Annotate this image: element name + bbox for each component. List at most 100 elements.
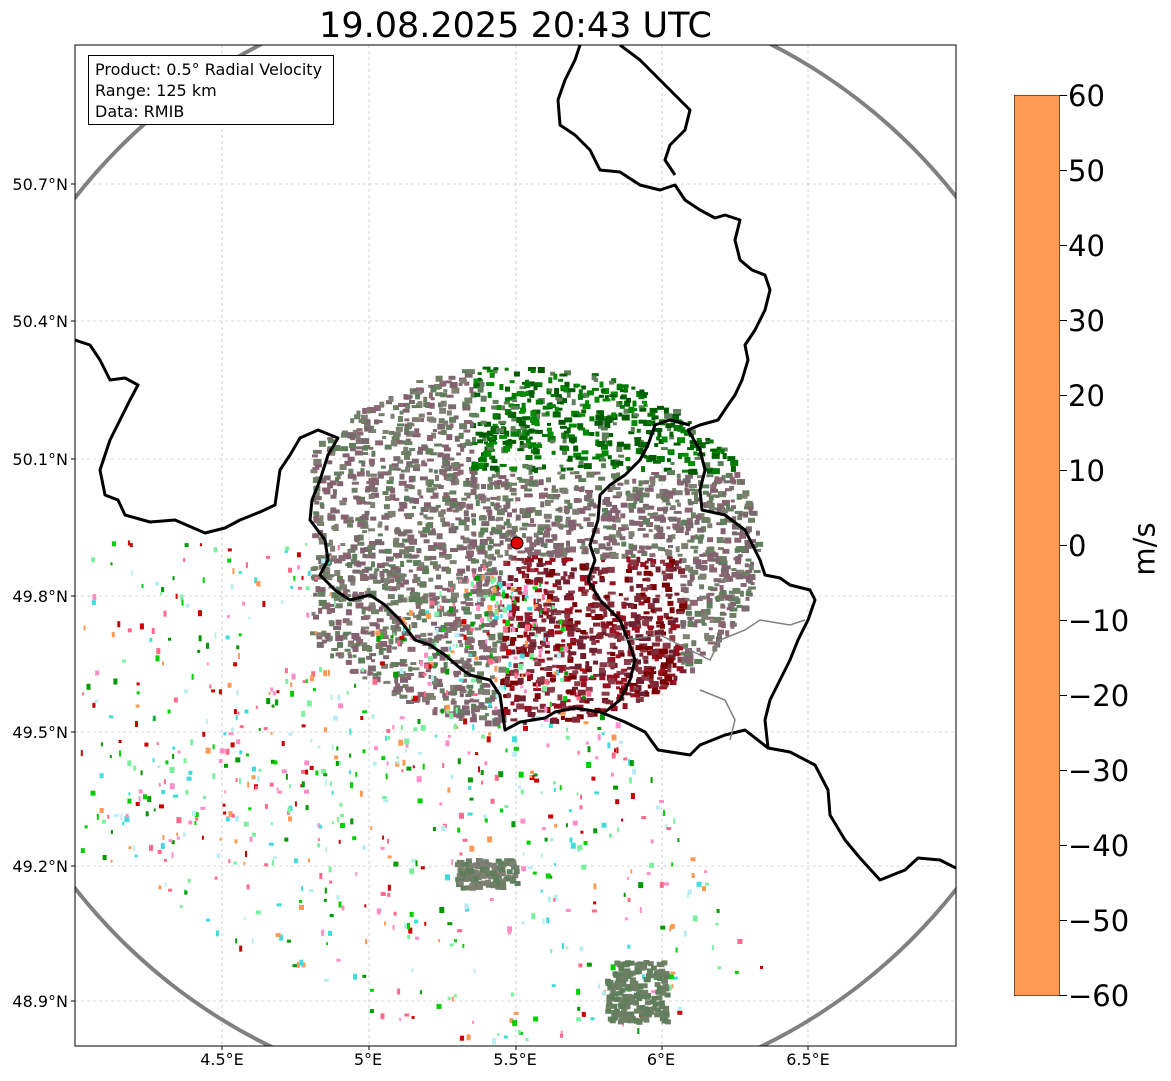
- echo-pixel: [722, 453, 727, 459]
- lat-tick-label: 49.8°N: [12, 587, 68, 606]
- echo-pixel: [568, 520, 575, 527]
- echo-pixel: [484, 713, 489, 717]
- echo-pixel: [677, 553, 683, 557]
- echo-pixel: [415, 602, 423, 606]
- echo-pixel: [743, 572, 750, 576]
- echo-pixel: [704, 882, 709, 886]
- echo-pixel: [629, 682, 638, 686]
- echo-pixel: [364, 590, 371, 595]
- echo-pixel: [228, 811, 233, 818]
- echo-pixel: [533, 598, 536, 605]
- echo-pixel: [564, 381, 570, 387]
- echo-pixel: [482, 859, 489, 865]
- echo-pixel: [324, 887, 327, 894]
- echo-pixel: [611, 1003, 618, 1009]
- echo-pixel: [492, 423, 498, 427]
- echo-pixel: [502, 635, 510, 642]
- echo-pixel: [648, 529, 653, 533]
- echo-pixel: [313, 459, 322, 466]
- echo-pixel: [351, 633, 360, 639]
- echo-pixel: [459, 579, 463, 583]
- radar-site-marker[interactable]: [510, 536, 524, 550]
- echo-pixel: [479, 495, 487, 501]
- echo-pixel: [573, 414, 582, 418]
- echo-pixel: [708, 586, 714, 591]
- echo-pixel: [449, 475, 458, 482]
- echo-pixel: [330, 653, 335, 659]
- echo-pixel: [580, 830, 584, 834]
- echo-pixel: [717, 595, 723, 602]
- echo-pixel: [545, 519, 551, 523]
- echo-pixel: [424, 921, 427, 926]
- echo-pixel: [503, 560, 508, 565]
- echo-pixel: [755, 541, 764, 547]
- echo-pixel: [605, 546, 613, 551]
- echo-pixel: [683, 655, 689, 659]
- echo-pixel: [441, 825, 446, 832]
- echo-pixel: [469, 449, 475, 454]
- echo-pixel: [617, 615, 626, 622]
- echo-pixel: [627, 650, 635, 657]
- echo-pixel: [533, 773, 538, 777]
- echo-pixel: [527, 512, 531, 518]
- echo-pixel: [435, 596, 440, 600]
- echo-pixel: [329, 607, 335, 613]
- echo-pixel: [294, 801, 297, 807]
- echo-pixel: [387, 570, 396, 576]
- echo-pixel: [633, 663, 639, 670]
- echo-pixel: [547, 896, 551, 903]
- echo-pixel: [272, 856, 277, 860]
- echo-pixel: [231, 727, 234, 733]
- echo-pixel: [369, 425, 375, 432]
- echo-pixel: [313, 592, 318, 597]
- echo-pixel: [652, 1001, 659, 1007]
- echo-pixel: [628, 759, 630, 766]
- echo-pixel: [663, 574, 667, 581]
- echo-pixel: [620, 961, 627, 967]
- echo-pixel: [471, 461, 477, 467]
- echo-pixel: [310, 675, 314, 682]
- echo-pixel: [485, 879, 492, 885]
- echo-pixel: [616, 460, 624, 466]
- echo-pixel: [629, 685, 635, 692]
- echo-pixel: [321, 558, 326, 564]
- echo-pixel: [467, 690, 475, 696]
- echo-pixel: [645, 646, 654, 650]
- echo-pixel: [498, 685, 504, 690]
- echo-pixel: [518, 478, 526, 483]
- echo-pixel: [400, 561, 405, 567]
- echo-pixel: [690, 535, 696, 540]
- echo-pixel: [544, 706, 548, 713]
- echo-pixel: [505, 445, 513, 449]
- echo-pixel: [343, 631, 352, 635]
- echo-pixel: [606, 651, 613, 655]
- echo-pixel: [305, 769, 309, 775]
- echo-pixel: [647, 961, 654, 967]
- echo-pixel: [469, 627, 474, 632]
- echo-pixel: [420, 724, 426, 731]
- echo-pixel: [649, 584, 657, 591]
- echo-pixel: [564, 511, 569, 515]
- echo-pixel: [630, 977, 637, 983]
- echo-pixel: [561, 623, 570, 630]
- echo-pixel: [504, 397, 510, 404]
- echo-pixel: [113, 813, 119, 817]
- echo-pixel: [354, 535, 360, 542]
- echo-pixel: [707, 551, 716, 558]
- echo-pixel: [441, 598, 449, 603]
- echo-pixel: [594, 791, 600, 795]
- echo-pixel: [550, 838, 553, 842]
- echo-pixel: [605, 501, 612, 507]
- echo-pixel: [311, 611, 316, 616]
- echo-pixel: [437, 452, 444, 458]
- echo-pixel: [677, 598, 686, 603]
- echo-pixel: [439, 655, 446, 661]
- echo-pixel: [683, 930, 687, 937]
- echo-pixel: [342, 497, 348, 502]
- echo-pixel: [389, 614, 398, 620]
- echo-pixel: [444, 632, 449, 639]
- echo-pixel: [445, 627, 452, 633]
- echo-pixel: [674, 624, 680, 629]
- echo-pixel: [130, 570, 133, 576]
